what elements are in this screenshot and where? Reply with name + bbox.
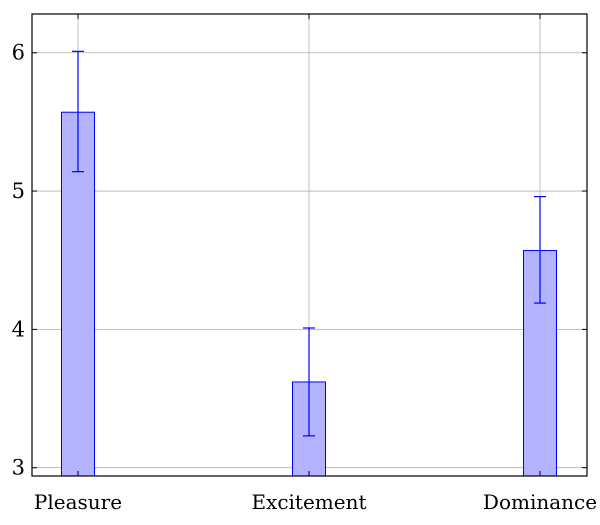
tick-layer — [32, 14, 587, 476]
y-tick-label: 6 — [12, 41, 25, 65]
x-tick-label: Pleasure — [34, 490, 122, 514]
x-tick-label: Dominance — [483, 490, 597, 514]
label-layer: 3 4 5 6 Pleasure Excitement Dominance — [12, 41, 597, 514]
y-tick-label: 4 — [12, 317, 25, 341]
x-tick-label: Excitement — [251, 490, 366, 514]
y-tick-label: 5 — [12, 179, 25, 203]
y-tick-label: 3 — [12, 456, 25, 480]
error-bar-layer — [72, 50, 546, 437]
